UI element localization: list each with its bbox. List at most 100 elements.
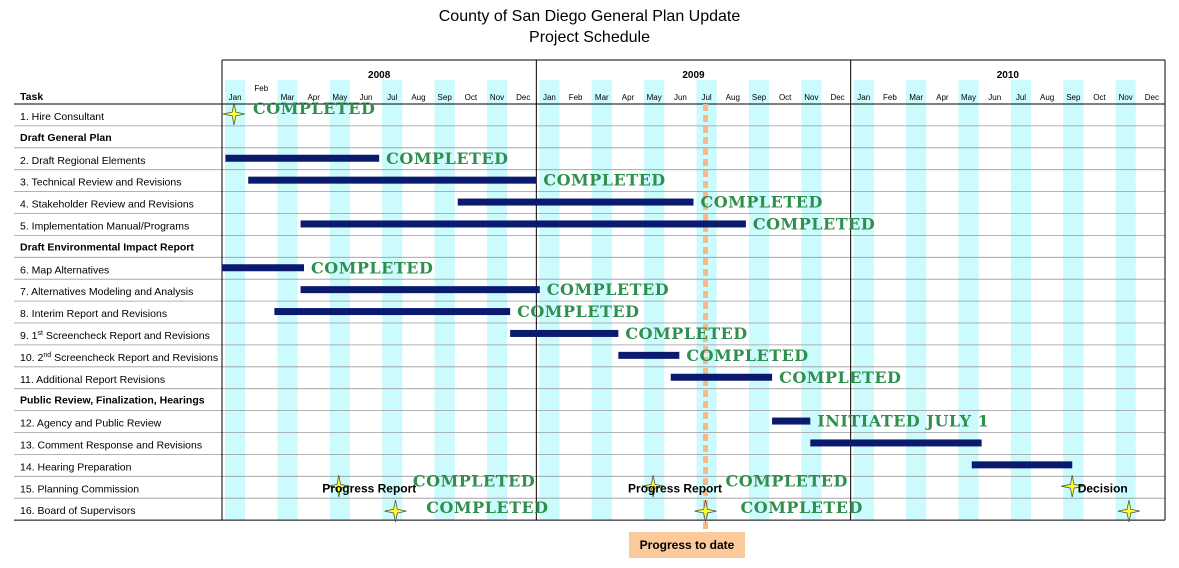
month-label: Aug xyxy=(1040,93,1054,102)
task-bar xyxy=(457,198,694,206)
month-stripe xyxy=(591,80,612,521)
month-stripe xyxy=(1063,80,1084,521)
month-label: Jul xyxy=(387,93,397,102)
task-label: 16. Board of Supervisors xyxy=(20,505,136,517)
month-stripe xyxy=(329,80,350,521)
task-bar xyxy=(274,308,511,316)
month-label: Oct xyxy=(779,93,792,102)
month-label: Mar xyxy=(281,93,295,102)
status-label: COMPLETED xyxy=(426,498,548,517)
month-label: Apr xyxy=(936,93,949,102)
task-label: 10. 2nd Screencheck Report and Revisions xyxy=(20,352,218,364)
status-label: COMPLETED xyxy=(686,346,808,365)
status-label: COMPLETED xyxy=(625,324,747,343)
month-label: Oct xyxy=(465,93,478,102)
status-label: COMPLETED xyxy=(543,171,665,190)
month-label: Jun xyxy=(674,93,687,102)
month-label: Feb xyxy=(254,84,268,93)
task-bar xyxy=(300,220,746,228)
month-label: Apr xyxy=(307,93,320,102)
status-label: COMPLETED xyxy=(701,193,823,212)
task-label: 6. Map Alternatives xyxy=(20,264,109,276)
month-stripe xyxy=(382,80,403,521)
month-label: Jul xyxy=(701,93,711,102)
month-label: Apr xyxy=(622,93,635,102)
task-bar xyxy=(971,461,1073,469)
task-bar xyxy=(772,417,811,425)
milestone-note: Decision xyxy=(1078,481,1128,495)
section-label: Draft General Plan xyxy=(20,132,112,144)
task-bar xyxy=(670,373,773,381)
month-label: Aug xyxy=(726,93,740,102)
month-label: Nov xyxy=(804,93,818,102)
month-label: Dec xyxy=(1145,93,1159,102)
status-label: COMPLETED xyxy=(517,302,639,321)
task-bar xyxy=(618,351,680,359)
month-stripe xyxy=(853,80,874,521)
progress-to-date-label: Progress to date xyxy=(629,532,745,558)
status-label: COMPLETED xyxy=(741,498,863,517)
month-label: Mar xyxy=(595,93,609,102)
month-label: Jan xyxy=(543,93,556,102)
year-label: 2010 xyxy=(997,70,1020,81)
month-label: Jun xyxy=(360,93,373,102)
task-label: 3. Technical Review and Revisions xyxy=(20,177,181,189)
month-label: May xyxy=(961,93,976,102)
task-bar xyxy=(810,439,982,447)
month-stripe xyxy=(801,80,822,521)
status-label: COMPLETED xyxy=(413,471,535,490)
chart-subtitle: Project Schedule xyxy=(529,29,650,46)
milestone-note: Progress Report xyxy=(322,481,416,495)
month-stripe xyxy=(1115,80,1136,521)
task-column-header: Task xyxy=(20,91,43,103)
year-label: 2009 xyxy=(682,70,705,81)
month-stripe xyxy=(1010,80,1032,521)
month-label: May xyxy=(647,93,662,102)
month-label: Jul xyxy=(1016,93,1026,102)
milestone-star xyxy=(384,500,407,523)
status-label: INITIATED JULY 1 xyxy=(817,412,989,431)
chart-title-block: County of San Diego General Plan Update … xyxy=(0,6,1179,48)
month-label: Feb xyxy=(883,93,897,102)
task-label: 15. Planning Commission xyxy=(20,483,139,495)
milestone-star xyxy=(222,102,246,126)
task-label: 13. Comment Response and Revisions xyxy=(20,439,202,451)
section-label: Draft Environmental Impact Report xyxy=(20,241,194,253)
task-label: 11. Additional Report Revisions xyxy=(20,374,165,386)
month-label: Aug xyxy=(411,93,425,102)
status-label: COMPLETED xyxy=(753,214,875,233)
task-bar xyxy=(222,264,305,272)
task-label: 7. Alternatives Modeling and Analysis xyxy=(20,286,193,298)
milestone-star xyxy=(694,500,717,523)
month-stripe xyxy=(486,80,508,521)
status-label: COMPLETED xyxy=(253,99,375,118)
task-bar xyxy=(248,176,537,184)
task-bar xyxy=(510,329,619,337)
status-label: COMPLETED xyxy=(726,471,848,490)
task-label: 14. Hearing Preparation xyxy=(20,461,132,473)
task-bar xyxy=(300,286,540,294)
task-bar xyxy=(225,154,380,162)
status-label: COMPLETED xyxy=(547,280,669,299)
month-label: Mar xyxy=(909,93,923,102)
status-label: COMPLETED xyxy=(311,258,433,277)
month-label: Feb xyxy=(569,93,583,102)
month-label: Sep xyxy=(1066,93,1081,102)
month-stripe xyxy=(225,80,246,521)
task-label: 12. Agency and Public Review xyxy=(20,418,162,430)
chart-title: County of San Diego General Plan Update xyxy=(438,8,741,25)
month-label: Sep xyxy=(752,93,767,102)
task-label: 2. Draft Regional Elements xyxy=(20,155,145,167)
month-stripe xyxy=(539,80,560,521)
month-label: Nov xyxy=(1119,93,1133,102)
month-label: Oct xyxy=(1093,93,1106,102)
section-label: Public Review, Finalization, Hearings xyxy=(20,395,205,407)
year-label: 2008 xyxy=(368,70,391,81)
month-stripe xyxy=(696,80,717,521)
month-label: Nov xyxy=(490,93,504,102)
month-label: Jan xyxy=(229,93,242,102)
month-label: May xyxy=(332,93,347,102)
month-stripe xyxy=(434,80,455,521)
milestone-star xyxy=(1061,475,1084,498)
